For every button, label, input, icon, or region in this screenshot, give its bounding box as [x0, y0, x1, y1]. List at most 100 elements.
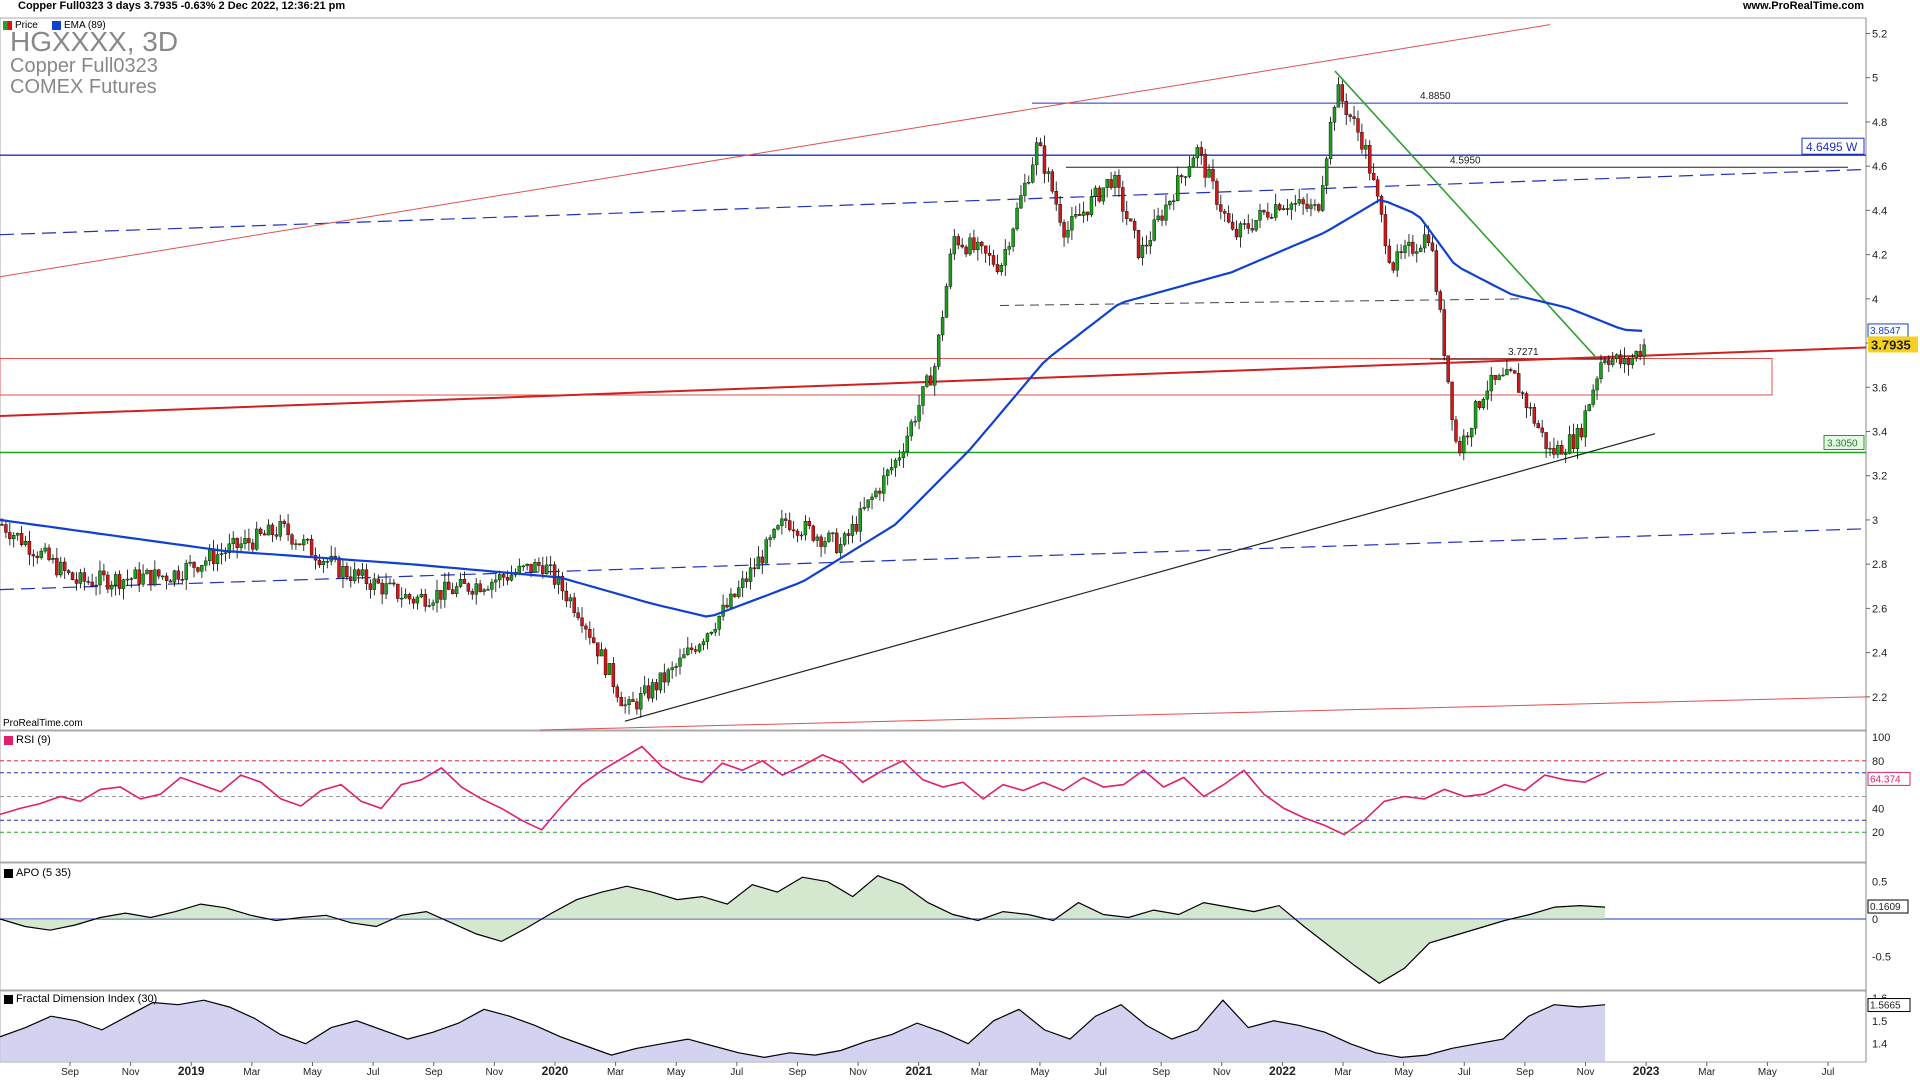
candle-body [1438, 291, 1442, 310]
x-tick-label-12: Sep [789, 1067, 807, 1078]
x-tick-label-3: Mar [243, 1067, 261, 1078]
candle-body [1031, 164, 1035, 183]
support-tag-label: 3.3050 [1827, 438, 1858, 449]
candle-body [1109, 179, 1113, 188]
candle-body [372, 578, 377, 590]
candle-body [1277, 204, 1282, 210]
candle-body [223, 552, 228, 555]
candle-body [415, 596, 420, 604]
website-link[interactable]: www.ProRealTime.com [1742, 0, 1864, 12]
candle-body [231, 538, 235, 545]
x-tick-label-23: Jul [1458, 1067, 1471, 1078]
candle-body [59, 561, 63, 576]
candle-body [1466, 435, 1470, 438]
fdi-panel-title[interactable]: Fractal Dimension Index (30) [4, 993, 157, 1005]
price-tick-label-8: 3.6 [1872, 382, 1887, 394]
candle-body [164, 575, 169, 582]
candle-body [1509, 369, 1513, 371]
x-tick-label-13: Nov [849, 1067, 867, 1078]
candle-body [450, 589, 455, 595]
fdi-last-tag [1867, 998, 1911, 1013]
candle-body [1078, 214, 1082, 216]
candle-body [870, 496, 874, 500]
candle-body [1552, 448, 1556, 455]
candle-body [960, 244, 964, 248]
candle-body [1273, 204, 1278, 218]
candle-body [188, 561, 192, 564]
candle-body [1379, 196, 1384, 215]
legend-ema[interactable]: EMA (89) [52, 20, 106, 31]
candle-body [1473, 401, 1478, 429]
x-tick-label-29: Jul [1822, 1067, 1835, 1078]
price-tick-label-6: 4 [1872, 294, 1878, 306]
candle-body [541, 565, 545, 575]
candle-body [764, 539, 768, 564]
rsi-panel-title[interactable]: RSI (9) [4, 734, 51, 746]
candle-body [1513, 370, 1517, 374]
rising-support-line [624, 433, 1656, 722]
candle-body [1591, 389, 1595, 405]
candle-body [882, 475, 886, 494]
candle-body [1140, 244, 1145, 258]
apo-last-tag [1867, 899, 1909, 914]
candle-body [1391, 262, 1395, 271]
candle-body [247, 538, 251, 544]
candle-body [1305, 203, 1309, 209]
candle-body [78, 572, 83, 584]
candle-body [180, 579, 184, 581]
candle-body [106, 574, 110, 590]
candle-body [658, 672, 663, 691]
candle-body [588, 629, 592, 638]
candle-body [1548, 448, 1552, 450]
candle-body [1595, 378, 1599, 391]
candle-body [486, 589, 490, 591]
candle-body [1505, 369, 1509, 376]
candle-body [1544, 432, 1548, 449]
candle-body [1489, 375, 1493, 392]
candle-body [1493, 375, 1497, 380]
candle-body [1289, 203, 1294, 210]
candle-body [1399, 251, 1403, 253]
candle-body [31, 554, 36, 557]
candle-body [1266, 211, 1270, 218]
resistance-w-tag-label: 4.6495 W [1806, 140, 1858, 154]
candle-body [1160, 215, 1164, 221]
candle-body [360, 569, 365, 576]
candle-body [1297, 199, 1301, 204]
apo-line [0, 875, 1606, 985]
candle-body [1583, 410, 1587, 438]
candle-body [1211, 169, 1215, 182]
candle-body [772, 528, 776, 538]
candle-body [921, 386, 925, 406]
price-tick-label-14: 2.4 [1872, 648, 1887, 660]
candle-body [176, 570, 181, 580]
candle-body [1477, 401, 1482, 408]
candle-body [1238, 223, 1243, 238]
candle-body [580, 617, 584, 627]
candle-body [1250, 228, 1254, 231]
candle-body [901, 451, 906, 458]
x-tick-label-16: May [1030, 1067, 1049, 1078]
neckline-dashed [999, 298, 1526, 306]
candle-body [482, 589, 486, 592]
x-tick-label-19: Nov [1213, 1067, 1231, 1078]
candle-body [35, 555, 39, 558]
candle-body [74, 579, 79, 584]
candle-body [1121, 187, 1125, 212]
candle-body [1093, 187, 1098, 197]
candle-body [192, 561, 196, 568]
x-tick-label-2: 2019 [178, 1064, 205, 1078]
candle-body [1411, 241, 1415, 254]
candle-body [353, 569, 357, 581]
candle-body [290, 534, 294, 545]
exchange-watermark: COMEX Futures [10, 76, 157, 98]
candle-body [90, 581, 94, 587]
candle-body [980, 241, 984, 247]
legend-price[interactable]: Price [3, 20, 38, 31]
apo-panel-title[interactable]: APO (5 35) [4, 867, 71, 879]
candle-body [780, 518, 784, 526]
candle-body [705, 633, 710, 642]
candle-body [1442, 309, 1446, 356]
candle-body [529, 563, 533, 573]
candle-body [1313, 204, 1317, 206]
